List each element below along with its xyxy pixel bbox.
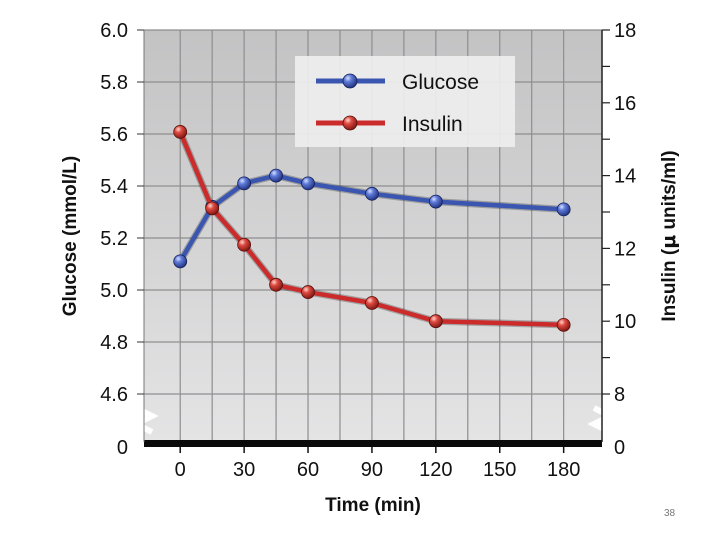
glucose-point	[269, 168, 283, 183]
y-left-tick-label: 4.8	[100, 332, 128, 354]
y-right-tick-label: 10	[614, 311, 636, 333]
y-right-tick-label: 18	[614, 20, 636, 42]
insulin-point	[205, 201, 220, 216]
y-right-title-mu: μ	[658, 235, 680, 249]
insulin-point	[556, 317, 571, 332]
legend-glucose-marker	[342, 73, 358, 89]
legend-glucose-label: Glucose	[402, 71, 479, 94]
x-tick-label: 30	[233, 459, 255, 481]
y-left-tick-label: 5.2	[100, 228, 128, 250]
y-left-tick-label: 4.6	[100, 384, 128, 406]
y-right-zero-label: 0	[614, 437, 625, 459]
series-layer	[173, 125, 571, 332]
insulin-point	[428, 314, 443, 329]
insulin-point	[237, 237, 252, 252]
legend-box	[295, 56, 515, 147]
y-right-title-suffix: units/ml)	[659, 150, 680, 234]
x-axis-ticks: 0 30 60 90 120 150 180	[175, 447, 580, 481]
y-axis-left-ticks: 0 4.6 4.8 5.0 5.2 5.4 5.6 5.8 6.0	[100, 20, 144, 459]
y-axis-left-title: Glucose (mmol/L)	[60, 156, 81, 316]
x-axis-line	[144, 440, 602, 447]
insulin-point	[173, 125, 188, 139]
x-tick-label: 120	[419, 459, 452, 481]
y-axis-right-ticks: 0 8 10 12 14 16 18	[602, 20, 636, 459]
glucose-point	[237, 176, 252, 191]
glucose-point	[173, 254, 188, 269]
y-left-tick-label: 5.4	[100, 176, 128, 198]
page-number: 38	[664, 508, 676, 519]
insulin-point	[269, 277, 283, 292]
y-right-tick-label: 14	[614, 166, 636, 188]
x-tick-label: 0	[175, 459, 186, 481]
glucose-point	[301, 176, 315, 191]
legend-insulin-marker	[342, 115, 358, 131]
glucose-point	[365, 186, 379, 201]
x-tick-label: 150	[483, 459, 516, 481]
glucose-point	[556, 202, 571, 217]
y-right-title-prefix: Insulin (	[659, 248, 680, 322]
y-left-zero-label: 0	[117, 437, 128, 459]
y-axis-right-title: Insulin (μ units/ml)	[658, 150, 680, 321]
x-axis-title: Time (min)	[325, 495, 421, 516]
y-left-tick-label: 6.0	[100, 20, 128, 42]
y-left-tick-label: 5.8	[100, 72, 128, 94]
legend: Glucose Insulin	[295, 56, 515, 147]
y-left-tick-label: 5.6	[100, 124, 128, 146]
y-right-tick-label: 12	[614, 238, 636, 260]
insulin-point	[301, 285, 315, 299]
glucose-point	[428, 194, 443, 209]
y-right-tick-label: 8	[614, 384, 625, 406]
y-left-tick-label: 5.0	[100, 280, 128, 302]
legend-insulin-label: Insulin	[402, 113, 463, 136]
y-right-tick-label: 16	[614, 93, 636, 115]
insulin-point	[365, 296, 379, 310]
x-tick-label: 90	[361, 459, 383, 481]
insulin-line	[178, 131, 564, 328]
x-tick-label: 180	[547, 459, 580, 481]
x-tick-label: 60	[297, 459, 319, 481]
